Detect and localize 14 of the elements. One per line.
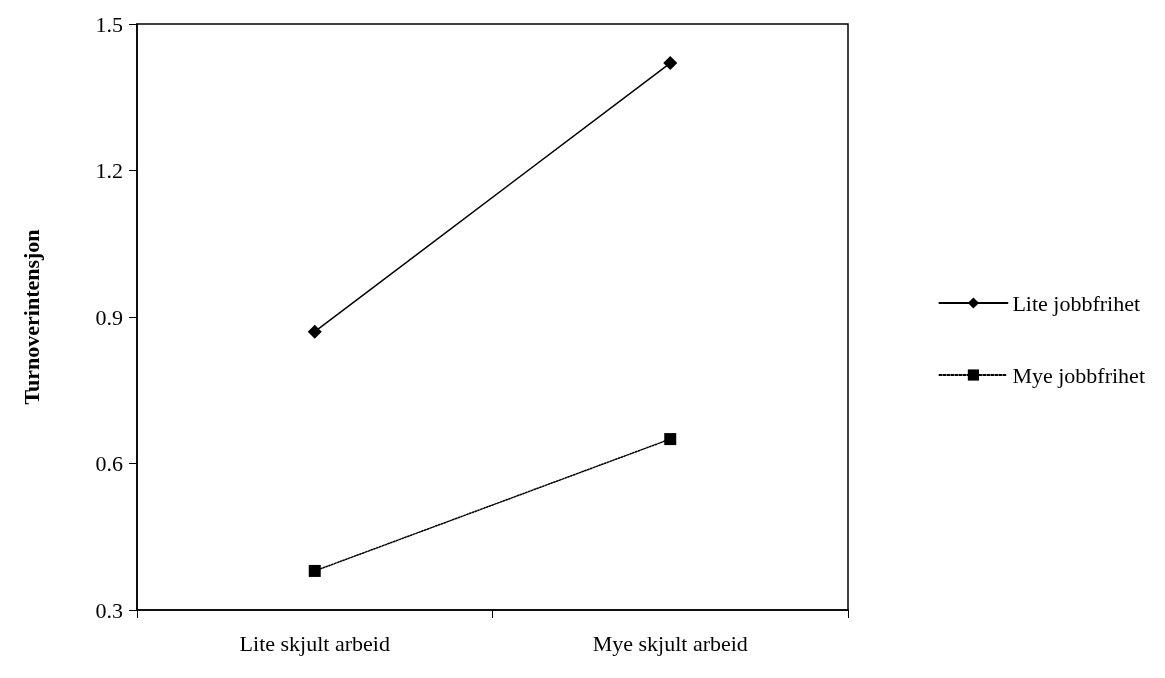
legend-label: Lite jobbfrihet (1012, 290, 1141, 316)
point (663, 56, 678, 71)
y-tick-label: 0.9 (95, 304, 123, 330)
x-tick-label: Lite skjult arbeid (239, 630, 390, 656)
point (664, 433, 677, 446)
y-tick-label: 1.5 (95, 11, 123, 37)
legend-label: Mye jobbfrihet (1012, 362, 1146, 388)
point (308, 564, 321, 577)
x-tick-label: Mye skjult arbeid (592, 630, 748, 656)
y-tick-label: 0.3 (95, 597, 123, 623)
y-tick-label: 0.6 (95, 451, 123, 476)
point (307, 324, 322, 339)
y-axis-title: Turnoverintensjon (18, 229, 44, 405)
y-tick-label: 1.2 (95, 158, 123, 183)
